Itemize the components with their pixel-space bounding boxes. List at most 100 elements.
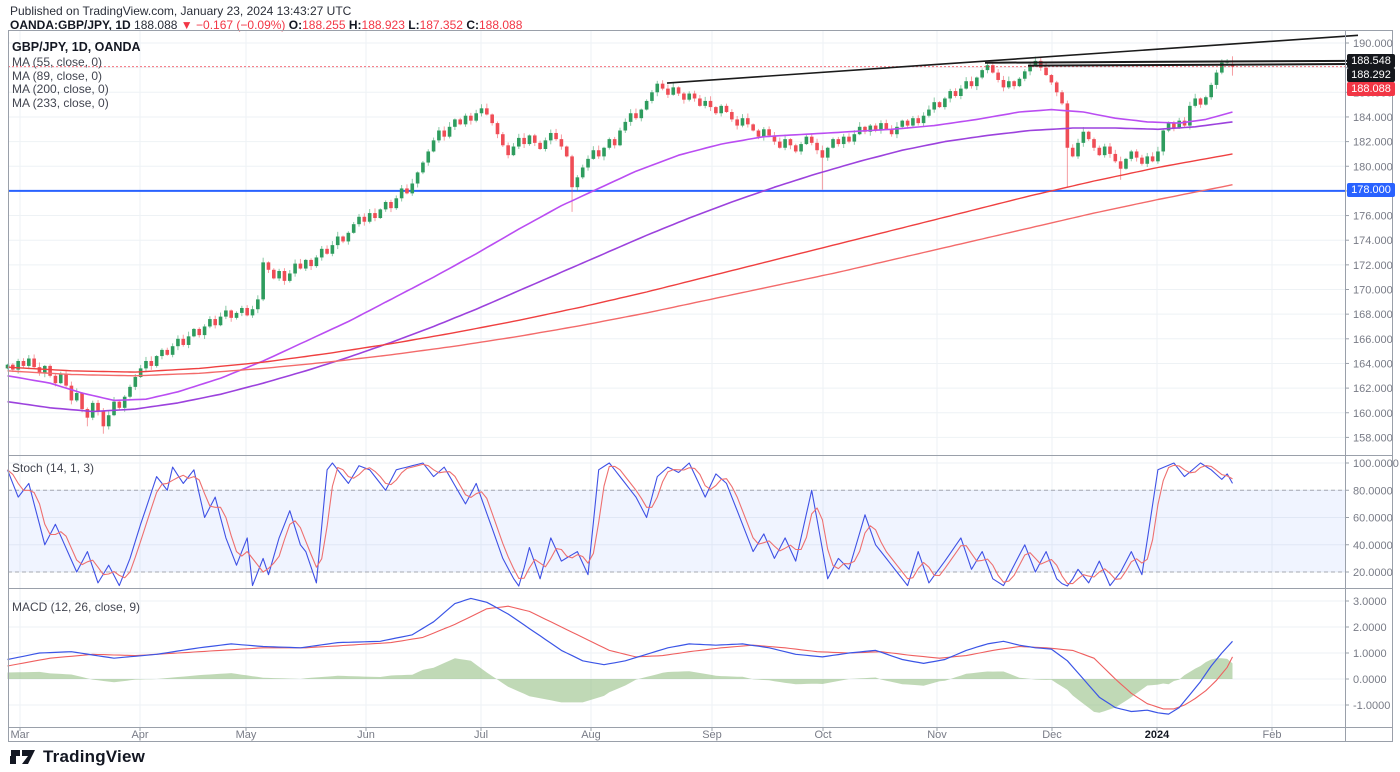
legend-ma-89[interactable]: MA (89, close, 0) (12, 68, 103, 83)
stoch-tick-label[interactable]: 20.0000 (1353, 567, 1393, 579)
candle (314, 257, 319, 267)
trendline-1[interactable] (666, 34, 1359, 84)
time-tick-label[interactable]: Dec (1042, 729, 1062, 741)
candle (346, 232, 351, 242)
price-tick-label[interactable]: 170.000 (1353, 285, 1393, 297)
price-tick-label[interactable]: 162.000 (1353, 383, 1393, 395)
candle (799, 144, 803, 152)
time-tick-label[interactable]: Jun (357, 729, 375, 741)
time-tick-label[interactable]: Apr (131, 729, 148, 741)
candle (1113, 153, 1118, 162)
candle (692, 93, 697, 99)
stoch-pane-legend[interactable]: Stoch (14, 1, 3) (12, 461, 95, 475)
candle (516, 137, 521, 147)
candle (959, 88, 963, 96)
price-tick-label[interactable]: 158.000 (1353, 432, 1393, 444)
time-tick-label[interactable]: Sep (702, 729, 722, 741)
candle (586, 158, 590, 168)
candle (698, 98, 702, 106)
stoch-tick-label[interactable]: 100.0000 (1353, 458, 1399, 470)
candle (112, 401, 116, 416)
candle (1150, 156, 1155, 162)
ohlc-status-bar: OANDA:GBP/JPY, 1D 188.088 ▼ −0.167 (−0.0… (10, 18, 522, 32)
candle (676, 87, 681, 94)
candle (948, 91, 953, 99)
time-tick-label[interactable]: 2024 (1145, 729, 1170, 741)
price-tick-label[interactable]: 176.000 (1353, 211, 1393, 223)
candle (293, 263, 297, 274)
price-tick-label[interactable]: 166.000 (1353, 334, 1393, 346)
candle (1129, 151, 1134, 159)
candle (783, 139, 787, 148)
time-tick-label[interactable]: Aug (581, 729, 601, 741)
macd-tick-label[interactable]: 2.0000 (1353, 622, 1387, 634)
price-tick-label[interactable]: 174.000 (1353, 235, 1393, 247)
legend-ma-233[interactable]: MA (233, close, 0) (12, 96, 109, 111)
candle (895, 126, 899, 135)
symbol-title[interactable]: OANDA:GBP/JPY, 1D (10, 18, 131, 32)
tradingview-logo-text: TradingView (43, 747, 146, 766)
time-tick-label[interactable]: Jul (474, 729, 488, 741)
candle (730, 112, 734, 120)
candle (27, 358, 31, 366)
legend-ma-55[interactable]: MA (55, close, 0) (12, 54, 103, 69)
candle (793, 145, 798, 152)
price-tick-label[interactable]: 184.000 (1353, 112, 1393, 124)
candle (943, 98, 947, 108)
candle (980, 70, 984, 78)
candle (687, 93, 692, 100)
candle (740, 118, 745, 126)
tradingview-logo[interactable]: TradingView (10, 747, 145, 767)
candle (916, 118, 921, 124)
open-label: O: (288, 18, 303, 32)
stoch-tick-label[interactable]: 80.0000 (1353, 485, 1393, 497)
candle (612, 139, 617, 146)
main-pane-legend[interactable]: GBP/JPY, 1D, OANDA MA (55, close, 0) MA … (12, 40, 141, 111)
candle (453, 119, 457, 127)
candle (746, 118, 750, 125)
macd-pane-legend[interactable]: MACD (12, 26, close, 9) (12, 600, 141, 614)
stoch-tick-label[interactable]: 60.0000 (1353, 513, 1393, 525)
trendline-3[interactable] (1027, 63, 1349, 67)
legend-ma-200[interactable]: MA (200, close, 0) (12, 82, 109, 97)
price-badge-188.292: 188.292 (1347, 67, 1395, 82)
price-tick-label[interactable]: 160.000 (1353, 408, 1393, 420)
candle (181, 338, 186, 345)
candle (921, 115, 926, 124)
candle (1022, 71, 1027, 79)
time-tick-label[interactable]: Feb (1263, 729, 1282, 741)
stoch-tick-label[interactable]: 40.0000 (1353, 540, 1393, 552)
candle (969, 81, 974, 87)
candle (841, 136, 846, 145)
macd-tick-label[interactable]: 1.0000 (1353, 648, 1387, 660)
time-tick-label[interactable]: Mar (11, 729, 30, 741)
macd-tick-label[interactable]: 0.0000 (1353, 674, 1387, 686)
price-tick-label[interactable]: 182.000 (1353, 137, 1393, 149)
time-tick-label[interactable]: Nov (927, 729, 947, 741)
stoch-band (8, 490, 1345, 572)
candle (469, 115, 473, 121)
candle (1017, 78, 1022, 87)
price-tick-label[interactable]: 190.000 (1353, 38, 1393, 50)
time-tick-label[interactable]: Oct (814, 729, 831, 741)
trendline-2[interactable] (984, 59, 1349, 64)
macd-tick-label[interactable]: -1.0000 (1353, 700, 1390, 712)
high-value: 188.923 (361, 18, 405, 32)
price-tick-label[interactable]: 164.000 (1353, 358, 1393, 370)
candle (287, 273, 292, 281)
candle (1086, 131, 1091, 140)
price-tick-label[interactable]: 168.000 (1353, 309, 1393, 321)
candle (240, 307, 244, 313)
candle (186, 336, 191, 345)
candle (724, 105, 729, 113)
legend-symbol[interactable]: GBP/JPY, 1D, OANDA (12, 40, 141, 54)
time-tick-label[interactable]: May (236, 729, 257, 741)
price-tick-label[interactable]: 180.000 (1353, 161, 1393, 173)
candle (580, 167, 585, 178)
price-tick-label[interactable]: 172.000 (1353, 260, 1393, 272)
candle (655, 83, 660, 93)
candle (74, 393, 79, 401)
candle (229, 310, 233, 318)
macd-tick-label[interactable]: 3.0000 (1353, 596, 1387, 608)
